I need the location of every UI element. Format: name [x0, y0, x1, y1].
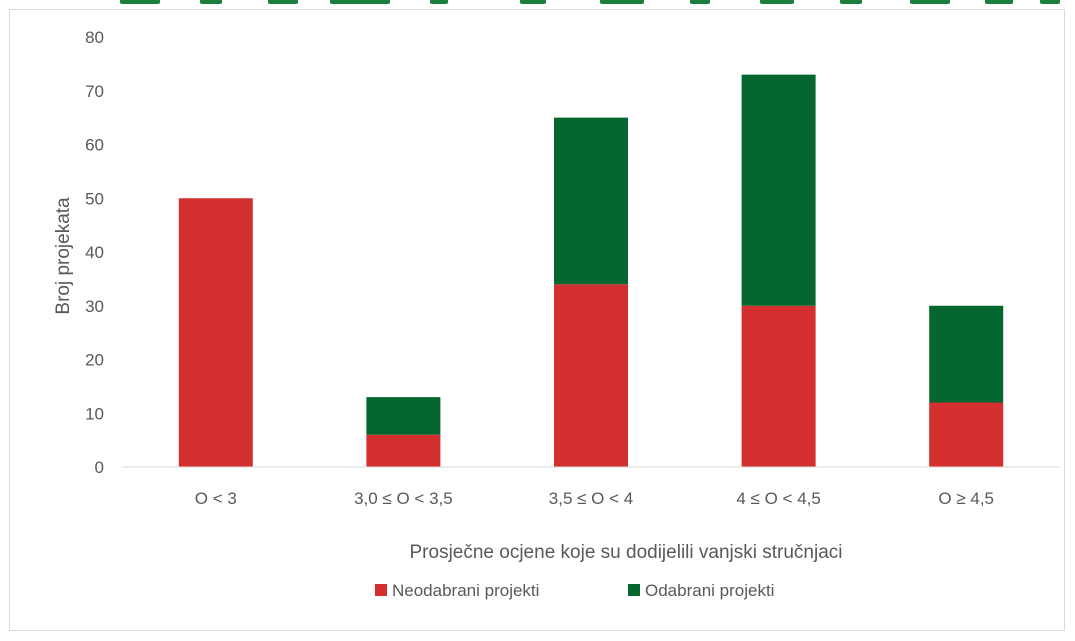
y-tick-label: 70 [85, 82, 104, 101]
y-tick-label: 20 [85, 351, 104, 370]
legend-label: Neodabrani projekti [392, 581, 539, 600]
legend-swatch [628, 584, 640, 596]
bar-neodabrani-4 [929, 402, 1004, 467]
bar-neodabrani-2 [554, 284, 628, 467]
bar-odabrani-1 [366, 397, 441, 435]
x-axis-title: Prosječne ocjene koje su dodijelili vanj… [410, 542, 843, 563]
bar-neodabrani-3 [741, 305, 816, 467]
y-tick-label: 50 [85, 189, 104, 208]
top-decorative-strip [0, 0, 1075, 7]
y-tick-label: 80 [85, 28, 104, 47]
bar-neodabrani-1 [366, 434, 441, 467]
x-tick-label: O ≥ 4,5 [938, 489, 994, 508]
legend: Neodabrani projekti Odabrani projekti [375, 581, 774, 600]
y-tick-label: 40 [85, 243, 104, 262]
y-axis-ticks: 0 10 20 30 40 50 60 70 80 [85, 28, 104, 477]
x-tick-label: 3,0 ≤ O < 3,5 [354, 489, 453, 508]
bar-odabrani-3 [741, 74, 816, 306]
y-tick-label: 60 [85, 136, 104, 155]
bars-group [178, 74, 1004, 467]
y-tick-label: 10 [85, 404, 104, 423]
bar-odabrani-4 [929, 305, 1004, 403]
legend-label: Odabrani projekti [645, 581, 774, 600]
x-axis-ticks: O < 3 3,0 ≤ O < 3,5 3,5 ≤ O < 4 4 ≤ O < 4,5… [195, 489, 994, 508]
bar-neodabrani-0 [178, 198, 253, 467]
x-tick-label: O < 3 [195, 489, 237, 508]
legend-swatch [375, 584, 387, 596]
x-tick-label: 4 ≤ O < 4,5 [736, 489, 820, 508]
x-tick-label: 3,5 ≤ O < 4 [549, 489, 633, 508]
y-tick-label: 0 [95, 458, 104, 477]
bar-odabrani-2 [554, 117, 628, 285]
y-axis-title: Broj projekata [53, 197, 74, 315]
y-tick-label: 30 [85, 297, 104, 316]
